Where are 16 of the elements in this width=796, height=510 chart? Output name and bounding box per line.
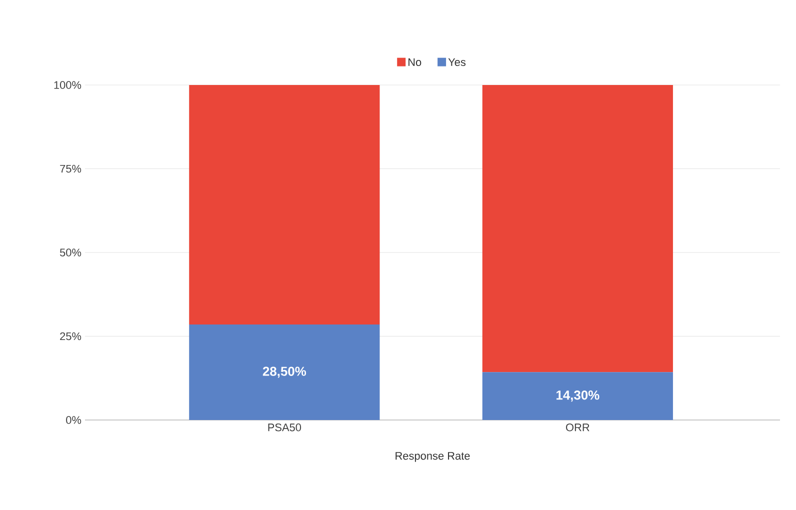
y-tick-label: 75% — [60, 164, 82, 173]
data-label: 28,50% — [262, 366, 306, 378]
bar — [189, 324, 380, 420]
y-tick-label: 25% — [60, 332, 82, 340]
y-tick-label: 50% — [60, 248, 82, 256]
y-tick-label: 100% — [54, 81, 82, 89]
x-axis-title: Response Rate — [396, 452, 470, 462]
x-tick-label: ORR — [566, 424, 590, 432]
bar — [482, 84, 673, 372]
y-tick-label: 0% — [66, 416, 82, 424]
bar — [482, 372, 673, 420]
x-tick-label: PSA50 — [268, 424, 302, 432]
bar — [189, 84, 380, 325]
legend-label: No — [408, 58, 422, 66]
data-label: 14,30% — [556, 390, 600, 402]
legend-label: Yes — [448, 58, 466, 66]
